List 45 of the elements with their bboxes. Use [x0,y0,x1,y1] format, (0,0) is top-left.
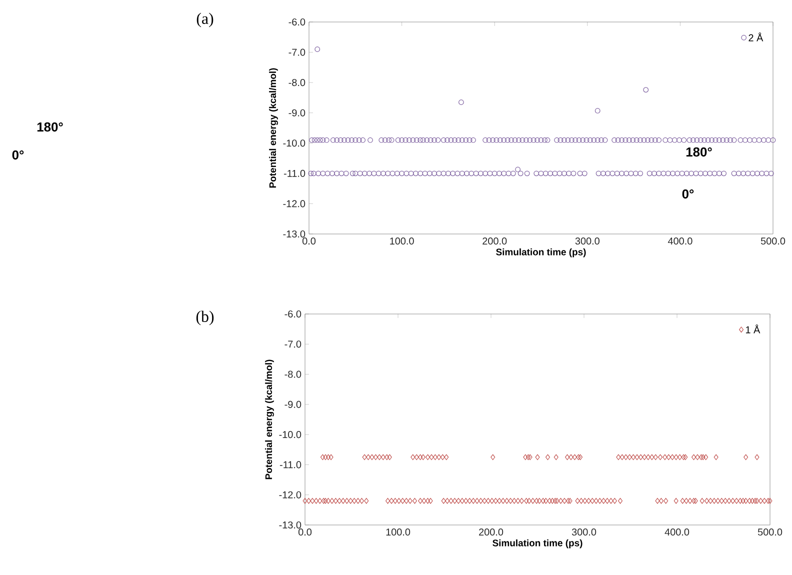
point [643,87,649,93]
x-tick-label: 400.0 [668,238,692,245]
y-tick-label: -9.0 [284,400,302,408]
point [515,166,521,172]
y-tick-label: -10.0 [279,431,302,438]
point [314,46,320,52]
x-tick-label: 500.0 [760,238,786,245]
y-tick-label: -12.0 [279,491,302,498]
x-tick-label: 200.0 [479,528,504,536]
y-tick-label: -11.0 [280,461,302,468]
chart-title: (b) [196,310,214,326]
y-tick-label: -8.0 [288,79,306,86]
y-tick-label: -8.0 [284,370,302,378]
x-axis-title: Simulation time (ps) [496,248,586,258]
x-tick-label: 500.0 [758,528,782,536]
legend-label: 1 Å [746,324,760,334]
x-tick-label: 300.0 [575,238,600,245]
y-tick-label: -7.0 [284,340,302,348]
y-tick-label: -12.0 [283,200,306,208]
y-tick-label: -6.0 [288,18,306,26]
y-tick-label: -11.0 [284,170,306,177]
x-tick-label: 0.0 [298,528,312,536]
x-axis-title: Simulation time (ps) [492,539,582,548]
x-tick-label: 400.0 [664,528,690,536]
x-tick-label: 100.0 [390,238,414,245]
legend-label: 2 Å [748,32,764,42]
y-tick-label: -13.0 [279,521,302,529]
text: 0° [12,150,24,160]
chart-title: (a) [196,12,214,28]
y-tick-label: -6.0 [284,310,302,318]
y-tick-label: -13.0 [283,230,306,238]
text: 180° [37,122,63,132]
y-tick-label: -7.0 [288,48,306,56]
annotation: 180° [686,147,712,157]
y-axis-title: Potential energy (kcal/mol) [265,360,274,480]
x-tick-label: 200.0 [482,238,507,245]
y-tick-label: -9.0 [288,109,306,116]
point [594,108,600,114]
y-axis-title: Potential energy (kcal/mol) [269,68,278,188]
y-tick-label: -10.0 [283,140,306,147]
x-tick-label: 300.0 [572,528,596,536]
x-tick-label: 0.0 [302,238,316,245]
point [458,100,464,105]
x-tick-label: 100.0 [386,528,410,536]
annotation: 0° [682,189,694,199]
